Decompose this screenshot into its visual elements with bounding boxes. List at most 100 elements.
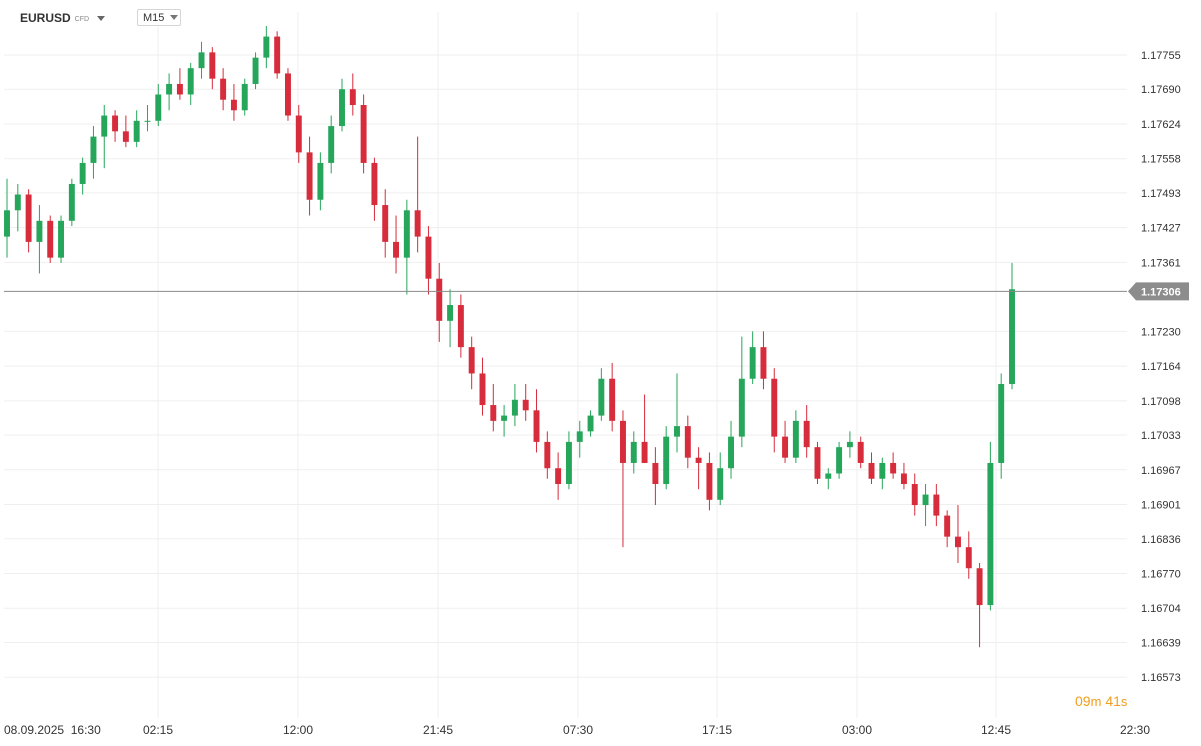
candle-body: [1009, 289, 1015, 384]
candle-body: [576, 431, 583, 442]
candle-body: [101, 115, 108, 137]
candle-body: [900, 473, 907, 485]
candle-body: [360, 105, 367, 163]
x-tick-label: 12:00: [283, 723, 313, 737]
candle-body: [68, 183, 75, 221]
x-tick-label: 07:30: [563, 723, 593, 737]
candle-body: [112, 115, 119, 132]
candle-body: [501, 415, 508, 421]
candle-body: [619, 420, 626, 463]
candle-body: [706, 462, 713, 500]
y-tick-label: 1.16967: [1141, 465, 1181, 477]
candle-body: [609, 378, 616, 421]
candle-body: [133, 120, 140, 142]
symbol-dropdown-chevron-icon[interactable]: [97, 15, 106, 21]
candle-body: [90, 136, 97, 163]
candle-body: [760, 347, 767, 379]
candle-body: [36, 220, 43, 242]
y-tick-label: 1.17755: [1141, 50, 1181, 62]
candle-body: [209, 52, 216, 79]
candle-body: [328, 126, 335, 163]
candle-body: [717, 468, 724, 500]
candle-body: [155, 94, 162, 121]
timeframe-label: M15: [143, 11, 165, 24]
candle-body: [749, 347, 756, 379]
candle-body: [976, 568, 983, 606]
candle-body: [674, 426, 680, 437]
candle-body: [868, 462, 875, 479]
countdown-seconds: 41: [1105, 693, 1121, 709]
candle-body: [814, 447, 821, 479]
y-tick-label: 1.16770: [1141, 569, 1181, 581]
candle-body: [782, 436, 789, 458]
candle-body: [122, 131, 129, 142]
y-tick-label: 1.17230: [1141, 326, 1181, 338]
x-tick-label: 02:15: [143, 723, 173, 737]
y-tick-label: 1.17164: [1141, 361, 1181, 373]
candle-body: [220, 78, 227, 100]
timeframe-chevron-down-icon: [170, 15, 179, 20]
candle-body: [890, 462, 897, 474]
x-tick-label: 21:45: [423, 723, 453, 737]
candle-body: [47, 220, 54, 258]
countdown-minutes-unit: m: [1090, 694, 1102, 709]
candle-body: [14, 194, 21, 211]
timeframe-select[interactable]: M15: [137, 9, 181, 26]
candle-body: [306, 152, 313, 200]
candle-body: [728, 436, 735, 469]
candle-body: [425, 236, 432, 279]
candle-body: [295, 115, 302, 153]
y-tick-label: 1.17690: [1141, 84, 1181, 96]
symbol-name: EURUSD: [20, 11, 71, 25]
candle-body: [998, 383, 1005, 463]
candle-body: [684, 426, 691, 458]
candle-body: [166, 83, 173, 95]
candle-body: [79, 162, 86, 184]
candle-body: [933, 494, 940, 516]
candle-body: [652, 462, 659, 485]
candle-body: [393, 241, 400, 258]
candle-body: [792, 420, 799, 458]
candle-body: [198, 52, 205, 69]
x-tick-label: 08.09.2025 16:30: [4, 723, 101, 737]
candle-body: [371, 162, 378, 206]
candle-body: [695, 457, 702, 463]
candle-body: [25, 194, 32, 242]
x-tick-label: 03:00: [842, 723, 872, 737]
candle-body: [565, 441, 572, 485]
candle-body: [187, 68, 194, 95]
candle-body: [414, 210, 421, 237]
candle-body: [922, 494, 929, 506]
y-tick-label: 1.17558: [1141, 154, 1181, 166]
candle-body: [630, 441, 637, 463]
y-tick-label: 1.17098: [1141, 396, 1181, 408]
symbol-header[interactable]: EURUSD CFD: [20, 10, 106, 26]
candle-body: [403, 210, 410, 258]
candle-body: [284, 73, 291, 116]
last-price-badge: [1128, 282, 1189, 301]
candle-body: [771, 378, 778, 437]
y-tick-label: 1.16639: [1141, 637, 1181, 649]
x-tick-label: 22:30: [1120, 723, 1150, 737]
candle-body: [954, 536, 961, 548]
candle-body: [533, 410, 540, 442]
candle-body: [598, 378, 605, 416]
symbol-type-badge: CFD: [74, 15, 90, 23]
countdown-minutes: 09: [1075, 693, 1091, 709]
countdown-seconds-unit: s: [1120, 694, 1128, 709]
candle-body: [738, 378, 745, 437]
candle-body: [4, 210, 10, 237]
candle-body: [490, 405, 497, 421]
candle-body: [382, 205, 389, 242]
y-tick-label: 1.16901: [1141, 500, 1181, 512]
candle-body: [230, 99, 237, 111]
candle-body: [58, 220, 65, 258]
y-tick-label: 1.17361: [1141, 257, 1181, 269]
candle-body: [857, 441, 864, 463]
last-price-label: 1.17306: [1141, 286, 1181, 298]
x-tick-label: 12:45: [981, 723, 1011, 737]
y-tick-label: 1.17493: [1141, 188, 1181, 200]
candle-body: [944, 515, 951, 537]
candle-body: [587, 415, 594, 432]
